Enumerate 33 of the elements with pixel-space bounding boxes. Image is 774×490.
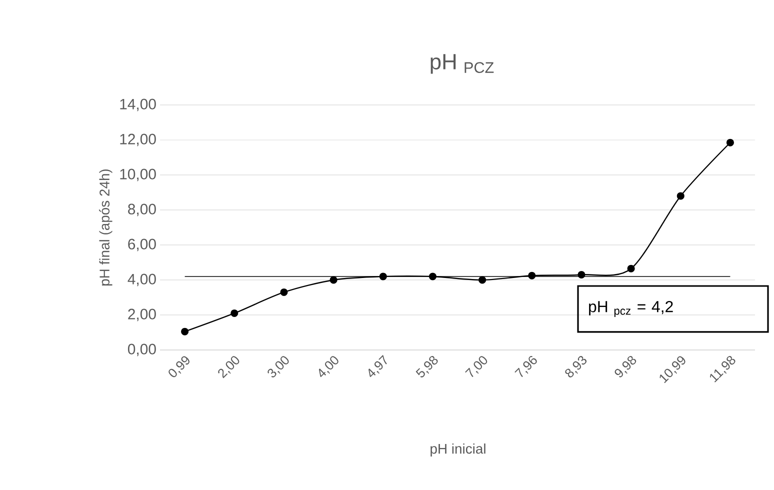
y-tick-label: 12,00 xyxy=(120,134,156,146)
x-tick-label: 9,98 xyxy=(614,356,636,378)
point xyxy=(181,328,189,336)
y-tick-label: 14,00 xyxy=(120,98,156,112)
y-tick-label: 6,00 xyxy=(128,238,156,252)
x-tick-label: 4,00 xyxy=(318,356,338,378)
chart-title: pH $_{PCZ}$ xyxy=(430,54,494,74)
x-tick-label: 0,99 xyxy=(168,356,190,378)
point xyxy=(230,309,238,318)
y-tick-label: 4,00 xyxy=(128,274,156,286)
point xyxy=(280,288,288,296)
point xyxy=(478,276,486,284)
point xyxy=(627,264,635,272)
x-tick-label: 4,97 xyxy=(368,355,387,378)
x-tick-label: 3,00 xyxy=(268,356,289,378)
point xyxy=(578,270,586,279)
y-tick-label: 8,00 xyxy=(128,204,156,216)
x-tick-label: 8,93 xyxy=(565,356,587,378)
y-tick-label: 2,00 xyxy=(128,308,156,322)
point xyxy=(528,272,536,280)
point xyxy=(428,272,437,280)
y-axis-title: pH final (após 24h) xyxy=(99,169,112,286)
point xyxy=(330,276,338,284)
point xyxy=(379,272,387,280)
y-tick-label: 10,00 xyxy=(120,168,156,182)
x-tick-label: 5,98 xyxy=(416,356,438,378)
point xyxy=(676,192,684,200)
annotation: pH $_{pcz}$ = 4,2 xyxy=(589,300,673,317)
x-tick-label: 7,00 xyxy=(465,356,488,378)
x-tick-label: 7,96 xyxy=(514,356,537,378)
y-tick-label: 0,00 xyxy=(128,344,156,356)
point xyxy=(726,138,734,146)
x-axis-title: pH inicial xyxy=(430,443,486,456)
